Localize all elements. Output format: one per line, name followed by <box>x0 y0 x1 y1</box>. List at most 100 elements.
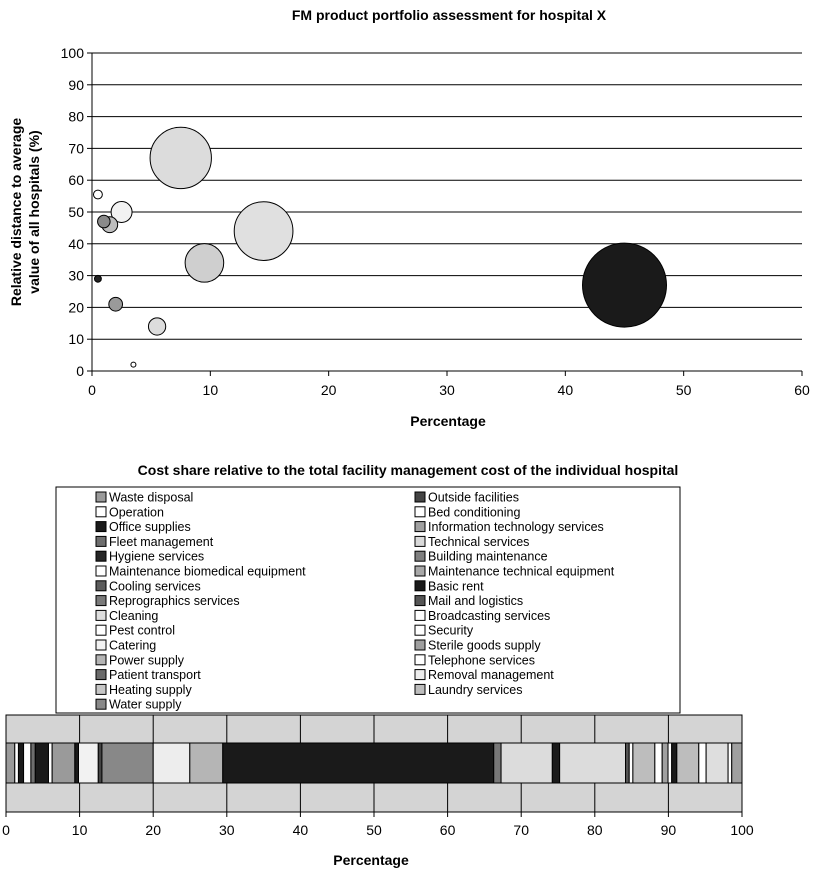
legend-swatch <box>95 550 107 562</box>
legend-swatch <box>414 595 426 607</box>
bar-segment <box>559 742 627 784</box>
x-tick-label: 60 <box>440 822 456 838</box>
legend-swatch <box>95 565 107 577</box>
bar-segment <box>5 742 16 784</box>
bar-segment <box>17 742 25 784</box>
bar-segment <box>632 742 656 784</box>
x-tick-label: 0 <box>88 382 96 398</box>
legend-swatch <box>414 535 426 547</box>
bubble <box>184 243 225 283</box>
x-tick-label: 60 <box>794 382 810 398</box>
bar-segment <box>78 742 99 784</box>
legend-label: Hygiene services <box>109 550 204 564</box>
x-tick-label: 40 <box>558 382 574 398</box>
legend-label: Removal management <box>428 668 554 682</box>
legend-label: Waste disposal <box>109 491 193 505</box>
bar-segment <box>14 742 19 784</box>
y-tick-label: 50 <box>68 204 84 220</box>
bubble-chart-y-axis-title: Relative distance to average value of all… <box>8 118 42 307</box>
bar-segment <box>671 742 678 784</box>
legend-swatch <box>95 609 107 621</box>
legend-label: Outside facilities <box>428 491 519 505</box>
legend-label: Patient transport <box>109 668 201 682</box>
stacked-bar-x-axis-title: Percentage <box>333 852 409 868</box>
x-tick-label: 0 <box>2 822 10 838</box>
legend-swatch <box>95 654 107 666</box>
legend-label: Building maintenance <box>428 550 548 564</box>
legend-label: Reprographics services <box>109 594 240 608</box>
x-tick-label: 10 <box>203 382 219 398</box>
y-tick-label: 60 <box>68 172 84 188</box>
bar-segment <box>493 742 502 784</box>
x-tick-label: 70 <box>513 822 529 838</box>
bubble <box>130 361 137 368</box>
bar-segment <box>189 742 224 784</box>
legend-swatch <box>414 565 426 577</box>
legend-swatch <box>95 698 107 710</box>
legend-swatch <box>414 669 426 681</box>
y-tick-label: 70 <box>68 140 84 156</box>
legend-swatch <box>414 506 426 518</box>
legend-label: Cooling services <box>109 579 201 593</box>
bubble <box>233 201 294 261</box>
bar-segment <box>625 742 630 784</box>
legend-swatch <box>95 624 107 636</box>
legend-label: Catering <box>109 639 156 653</box>
bar-segment <box>667 742 673 784</box>
bar-segment <box>551 742 561 784</box>
legend-label: Telephone services <box>428 653 535 667</box>
x-tick-label: 30 <box>219 822 235 838</box>
bar-segment <box>74 742 80 784</box>
bubble <box>147 317 167 336</box>
bar-segment <box>222 742 495 784</box>
bubble <box>110 201 133 223</box>
legend-swatch <box>95 639 107 651</box>
x-tick-label: 50 <box>366 822 382 838</box>
bubble-chart-x-axis-title: Percentage <box>410 413 486 429</box>
bubble <box>92 189 103 200</box>
y-tick-label: 0 <box>76 363 84 379</box>
legend-label: Maintenance biomedical equipment <box>109 565 306 579</box>
legend-swatch <box>414 491 426 503</box>
bar-segment <box>23 742 32 784</box>
bubble <box>108 296 124 312</box>
bubble-chart-x-ticks: 0 10 20 30 40 50 60 <box>88 371 810 398</box>
legend-swatch <box>414 609 426 621</box>
legend-swatch <box>95 683 107 695</box>
bar-segment <box>654 742 663 784</box>
legend-label: Sterile goods supply <box>428 639 541 653</box>
legend-label: Bed conditioning <box>428 505 520 519</box>
y-axis-title-line: value of all hospitals (%) <box>26 130 42 293</box>
stacked-bar-plot-area <box>5 714 743 813</box>
bar-segment <box>47 742 53 784</box>
y-tick-label: 90 <box>68 77 84 93</box>
x-tick-label: 20 <box>145 822 161 838</box>
legend-label: Pest control <box>109 624 175 638</box>
bubble <box>582 242 667 328</box>
legend-swatch <box>95 506 107 518</box>
legend-swatch <box>414 580 426 592</box>
y-tick-label: 100 <box>61 45 85 61</box>
y-axis-title-line: Relative distance to average <box>8 118 24 307</box>
stacked-bar-x-ticks: 0 10 20 30 40 50 60 70 80 90 100 <box>2 812 754 838</box>
bar-segment <box>30 742 36 784</box>
legend-label: Fleet management <box>109 535 214 549</box>
x-tick-label: 50 <box>676 382 692 398</box>
bar-segment <box>705 742 729 784</box>
legend-swatch <box>95 491 107 503</box>
legend-label: Office supplies <box>109 520 191 534</box>
bubble-chart-title: FM product portfolio assessment for hosp… <box>292 7 607 23</box>
stacked-bar-title: Cost share relative to the total facilit… <box>138 462 679 478</box>
legend-label: Laundry services <box>428 683 523 697</box>
y-tick-label: 20 <box>68 299 84 315</box>
y-tick-label: 40 <box>68 236 84 252</box>
legend-label: Technical services <box>428 535 529 549</box>
bar-segment <box>731 742 743 784</box>
bar-segment <box>101 742 154 784</box>
x-tick-label: 10 <box>72 822 88 838</box>
legend-label: Information technology services <box>428 520 604 534</box>
legend-label: Water supply <box>109 698 182 712</box>
y-tick-label: 30 <box>68 268 84 284</box>
legend-swatch <box>95 669 107 681</box>
legend-swatch <box>414 683 426 695</box>
